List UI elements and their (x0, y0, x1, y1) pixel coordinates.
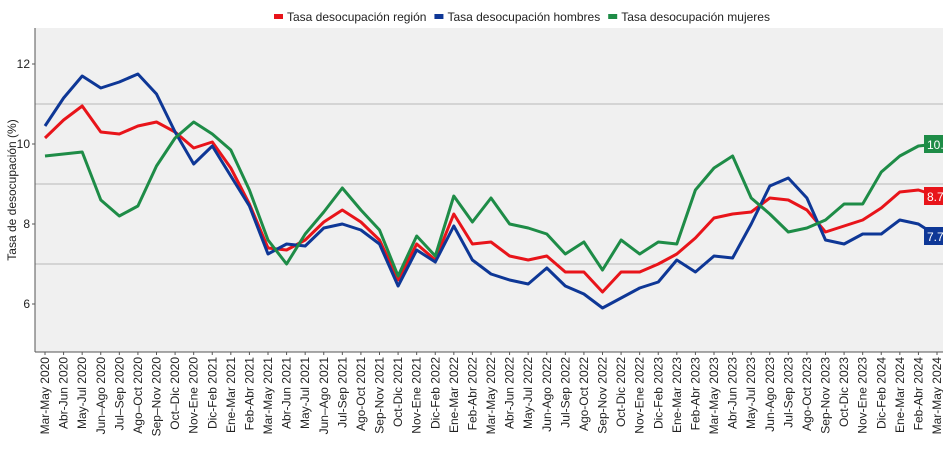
x-tick-label: Abr-Jun 2022 (503, 357, 517, 429)
x-tick-label: Oct-Dic 2021 (391, 357, 405, 427)
y-tick-label: 10 (17, 137, 31, 151)
x-tick-label: Oct-Dic 2022 (614, 357, 628, 427)
x-tick-label: Ene-Mar 2022 (447, 357, 461, 433)
x-tick-label: Ago–Oct 2020 (131, 357, 145, 434)
x-tick-label: Sep–Nov 2020 (150, 357, 164, 437)
x-tick-label: Dic-Feb 2021 (205, 357, 219, 429)
x-tick-label: Ago-Oct 2021 (354, 357, 368, 431)
x-tick-label: Nov-Ene 2021 (410, 357, 424, 434)
x-tick-label: Feb-Abr 2023 (688, 357, 702, 431)
x-tick-label: Nov-Ene 2020 (187, 357, 201, 434)
end-label-text: 10.0 (927, 138, 943, 152)
x-tick-label: Dic-Feb 2023 (651, 357, 665, 429)
x-tick-label: Abr-Jun 2023 (726, 357, 740, 429)
x-tick-label: Abr-Jun 2020 (57, 357, 71, 429)
x-tick-label: Abr-Jun 2021 (280, 357, 294, 429)
x-tick-label: May-Jul 2021 (298, 357, 312, 429)
end-label-box (924, 135, 943, 153)
x-tick-label: Feb-Abr 2022 (465, 357, 479, 431)
end-label-text: 7.7 (927, 230, 943, 244)
x-tick-label: Oct-Dic 2023 (837, 357, 851, 427)
end-label-text: 8.7 (927, 190, 943, 204)
y-axis-title: Tasa de desocupación (%) (5, 119, 19, 260)
x-tick-label: Jun-Ago 2023 (763, 357, 777, 432)
x-tick-label: May-Jul 2022 (521, 357, 535, 429)
x-tick-label: Feb-Abr 2024 (911, 357, 925, 431)
x-tick-label: Jul-Sep 2023 (781, 357, 795, 428)
x-tick-label: Sep-Nov 2023 (819, 357, 833, 434)
series-line (44, 120, 938, 278)
x-tick-label: Jul-Sep 2021 (335, 357, 349, 428)
x-tick-label: Mar-May 2023 (707, 357, 721, 435)
series-line (43, 72, 938, 310)
x-tick-label: Mar-May 2022 (484, 357, 498, 435)
x-tick-label: Dic-Feb 2022 (428, 357, 442, 429)
legend-swatch (434, 14, 444, 19)
x-tick-label: Jun-Ago 2022 (540, 357, 554, 432)
legend-swatch (608, 14, 618, 19)
x-tick-label: Nov-Ene 2023 (856, 357, 870, 434)
x-tick-label: Ene-Mar 2023 (670, 357, 684, 433)
x-tick-label: May-Jul 2020 (75, 357, 89, 429)
x-tick-label: Mar-May 2021 (261, 357, 275, 435)
legend-label: Tasa desocupación región (287, 10, 426, 24)
legend-label: Tasa desocupación mujeres (621, 10, 770, 24)
x-tick-label: Jul–Sep 2020 (112, 357, 126, 431)
y-tick-label: 6 (23, 297, 30, 311)
x-tick-label: Nov-Ene 2022 (633, 357, 647, 434)
x-tick-label: Mar-May 2024 (930, 357, 943, 435)
x-tick-label: Ene-Mar 2021 (224, 357, 238, 433)
legend-label: Tasa desocupación hombres (447, 10, 600, 24)
end-label: 8.7 (924, 187, 943, 205)
x-tick-label: Ago-Oct 2022 (577, 357, 591, 431)
x-tick-label: Oct–Dic 2020 (168, 357, 182, 430)
plot-background (35, 28, 943, 352)
x-tick-label: May-Jul 2023 (744, 357, 758, 429)
legend: Tasa desocupación región Tasa desocupació… (274, 10, 770, 24)
series-line (43, 104, 938, 294)
x-tick-label: Sep-Nov 2022 (596, 357, 610, 434)
y-tick-label: 12 (17, 57, 31, 71)
x-tick-label: Jun–Ago 2020 (94, 357, 108, 435)
end-label-box (924, 227, 943, 245)
legend-swatch (274, 14, 283, 19)
x-tick-label: Ene-Mar 2024 (893, 357, 907, 433)
x-tick-label: Jul-Sep 2022 (558, 357, 572, 428)
x-tick-label: Dic-Feb 2024 (874, 357, 888, 429)
end-label: 10.0 (924, 135, 943, 153)
end-label: 7.7 (924, 227, 943, 245)
x-tick-label: Ago-Oct 2023 (800, 357, 814, 431)
end-label-box (924, 187, 943, 205)
x-tick-label: Sep-Nov 2021 (373, 357, 387, 434)
x-tick-label: Mar-May 2020 (38, 357, 52, 435)
x-tick-label: Feb-Abr 2021 (242, 357, 256, 431)
y-tick-label: 8 (23, 217, 30, 231)
x-tick-label: Jun–Ago 2021 (317, 357, 331, 435)
